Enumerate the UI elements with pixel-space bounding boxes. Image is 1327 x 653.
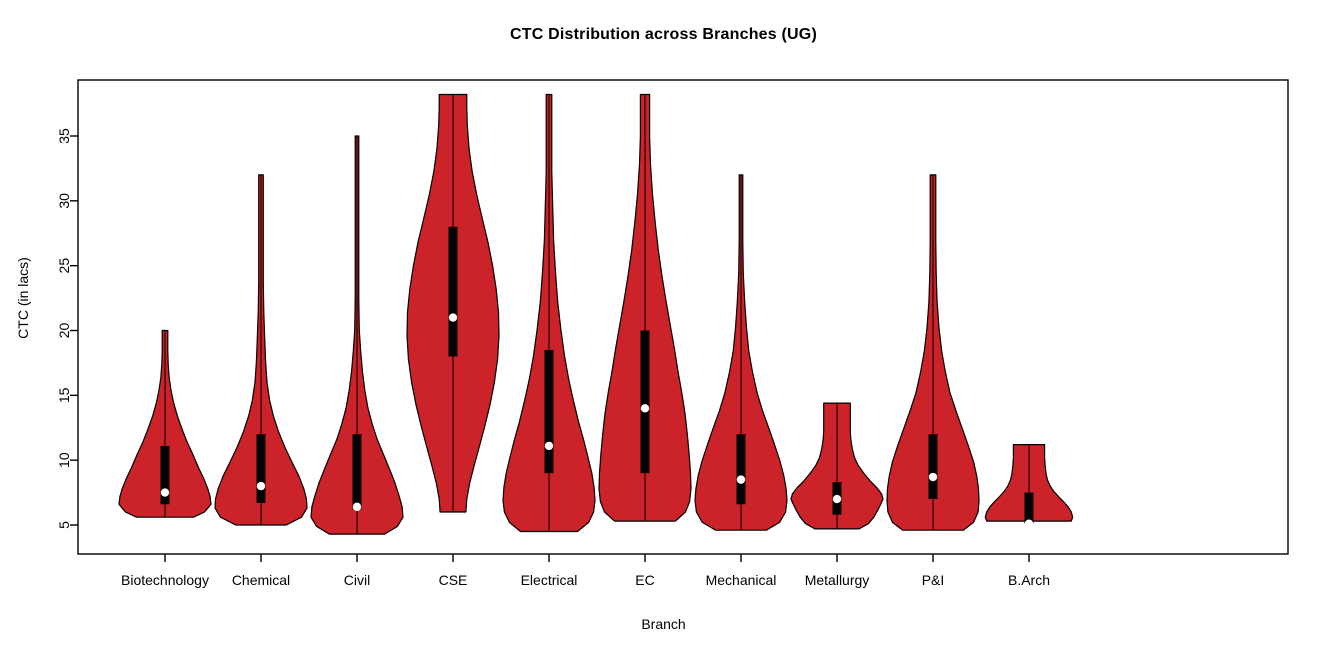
y-axis-tick-label: 25 [56, 258, 72, 274]
violin-chemical[interactable] [214, 174, 308, 526]
y-axis-tick-label: 30 [56, 193, 72, 209]
x-axis-tick-label: B.Arch [1008, 572, 1050, 588]
plot-frame [77, 79, 1289, 555]
x-axis-tick-label: CSE [439, 572, 468, 588]
violin-cse[interactable] [406, 93, 500, 513]
y-axis-tick-label: 15 [56, 387, 72, 403]
x-axis-tick-label: Civil [344, 572, 370, 588]
violin-series-group [118, 93, 1074, 535]
x-axis-tick-label: Electrical [521, 572, 578, 588]
violin-electrical[interactable] [502, 93, 596, 533]
x-axis-tick-label: P&I [922, 572, 945, 588]
violin-ec[interactable] [598, 93, 692, 522]
x-axis-tick-label: Biotechnology [121, 572, 209, 588]
violin-b-arch[interactable] [984, 444, 1074, 528]
violin-p-i[interactable] [886, 174, 980, 531]
y-axis-tick-label: 5 [56, 521, 72, 529]
page-title: CTC Distribution across Branches (UG) [509, 26, 817, 43]
violin-civil[interactable] [310, 135, 404, 535]
y-axis-tick-label: 20 [56, 323, 72, 339]
x-axis-tick-label: Mechanical [706, 572, 777, 588]
x-axis-tick-label: Metallurgy [805, 572, 870, 588]
x-axis-tick-label: EC [635, 572, 654, 588]
y-axis: 5 10 15 20 25 30 35 [56, 128, 78, 529]
violin-biotechnology[interactable] [118, 329, 212, 518]
y-axis-tick-label: 10 [56, 452, 72, 468]
x-axis-tick-label: Chemical [232, 572, 290, 588]
violin-metallurgy[interactable] [790, 402, 884, 530]
x-axis: Biotechnology Chemical Civil CSE Electrical E… [121, 554, 1050, 588]
x-axis-label: Branch [641, 616, 686, 632]
y-axis-tick-label: 35 [56, 128, 72, 144]
violin-mechanical[interactable] [694, 174, 788, 531]
